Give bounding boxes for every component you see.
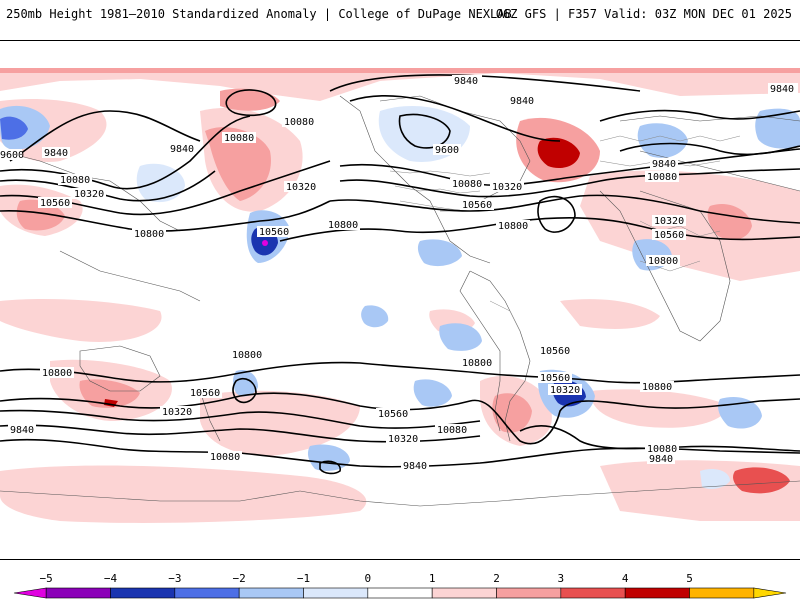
colorbar-tick-label: −4 [104, 572, 118, 585]
colorbar-segment [303, 587, 369, 599]
contour-label: 10560 [540, 346, 570, 357]
map-panel: 9840 9840 9840 10080 9600 9600 9840 9840… [0, 40, 800, 560]
colorbar-tick-label: 0 [365, 572, 372, 585]
contour-label: 10320 [654, 216, 684, 227]
contour-label: 10800 [648, 256, 678, 267]
colorbar-tick-label: −3 [168, 572, 181, 585]
colorbar-segment [174, 587, 240, 599]
contour-label: 9840 [770, 84, 794, 95]
colorbar-tick-label: 4 [622, 572, 629, 585]
contour-label: 10560 [654, 230, 684, 241]
model-run-info: 06Z GFS | F357 Valid: 03Z MON DEC 01 202… [495, 7, 792, 21]
colorbar-tick-label: 3 [558, 572, 565, 585]
contour-label: 9840 [649, 454, 673, 465]
contour-label: 10800 [232, 350, 262, 361]
colorbar-segment [45, 587, 111, 599]
colorbar-segment [689, 587, 755, 599]
contour-label: 10560 [378, 409, 408, 420]
contour-labels: 9840 9840 9840 10080 9600 9600 9840 9840… [0, 75, 798, 472]
contour-label: 9840 [510, 96, 534, 107]
contour-label: 10320 [286, 182, 316, 193]
contour-label: 10080 [647, 444, 677, 455]
height-contours [0, 74, 800, 475]
colorbar-segments [13, 587, 787, 599]
contour-label: 10560 [40, 198, 70, 209]
colorbar-over-arrow [753, 587, 787, 599]
colorbar-tick-label: 5 [686, 572, 693, 585]
contour-label: 10800 [134, 229, 164, 240]
contour-label: 9840 [403, 461, 427, 472]
colorbar-segment [624, 587, 690, 599]
contour-label: 10080 [60, 175, 90, 186]
colorbar-segment [367, 587, 433, 599]
contour-label: 10080 [224, 133, 254, 144]
colorbar-under-arrow [13, 587, 47, 599]
colorbar-tick-label: −1 [297, 572, 310, 585]
contour-label: 10080 [437, 425, 467, 436]
coastlines [0, 95, 800, 507]
contour-label: 10560 [190, 388, 220, 399]
contour-label: 10080 [284, 117, 314, 128]
contour-label: 9840 [44, 148, 68, 159]
contour-label: 10080 [452, 179, 482, 190]
header: 250mb Height 1981–2010 Standardized Anom… [0, 0, 800, 28]
contour-label: 9600 [435, 145, 459, 156]
contour-label: 9840 [170, 144, 194, 155]
contour-label: 10560 [259, 227, 289, 238]
contour-label: 10800 [642, 382, 672, 393]
contour-label: 10080 [647, 172, 677, 183]
contour-label: 10560 [540, 373, 570, 384]
contour-label: 9600 [0, 150, 24, 161]
contour-label: 9840 [454, 76, 478, 87]
colorbar-segment [238, 587, 304, 599]
anomaly-map: 9840 9840 9840 10080 9600 9600 9840 9840… [0, 68, 800, 523]
contour-label: 10320 [388, 434, 418, 445]
colorbar-tick-label: −5 [40, 572, 53, 585]
contour-label: 9840 [652, 159, 676, 170]
contour-label: 10800 [42, 368, 72, 379]
colorbar-tick-label: 1 [429, 572, 436, 585]
contour-label: 10320 [74, 189, 104, 200]
contour-label: 10560 [462, 200, 492, 211]
contour-label: 10800 [462, 358, 492, 369]
colorbar-segment [110, 587, 176, 599]
map-title: 250mb Height 1981–2010 Standardized Anom… [6, 7, 512, 21]
contour-label: 9840 [10, 425, 34, 436]
colorbar-segment [431, 587, 497, 599]
colorbar-svg: −5 −4 −3 −2 −1 0 1 2 3 4 5 [13, 572, 787, 599]
contour-label: 10800 [328, 220, 358, 231]
colorbar-tick-labels: −5 −4 −3 −2 −1 0 1 2 3 4 5 [40, 572, 693, 585]
contour-label: 10800 [498, 221, 528, 232]
colorbar-legend: −5 −4 −3 −2 −1 0 1 2 3 4 5 [0, 566, 800, 600]
colorbar-tick-label: 2 [493, 572, 500, 585]
contour-label: 10320 [162, 407, 192, 418]
colorbar-tick-label: −2 [233, 572, 246, 585]
colorbar-segment [496, 587, 562, 599]
contour-label: 10080 [210, 452, 240, 463]
colorbar-segment [560, 587, 626, 599]
contour-label: 10320 [492, 182, 522, 193]
contour-label: 10320 [550, 385, 580, 396]
